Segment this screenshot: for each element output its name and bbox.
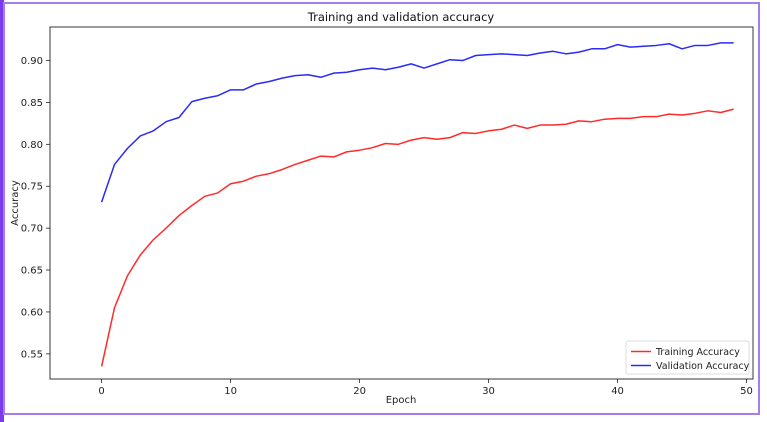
y-tick-label: 0.65 [21,266,43,277]
y-tick-label: 0.85 [21,98,43,109]
y-tick-label: 0.75 [21,182,43,193]
y-tick-label: 0.55 [21,349,43,360]
plot-area [49,26,754,380]
validation-accuracy-line [100,42,734,203]
y-tick-label: 0.60 [21,307,43,318]
x-tick-label: 0 [98,386,104,397]
chart-title: Training and validation accuracy [307,10,495,24]
y-axis-label: Accuracy [10,180,21,226]
y-tick-label: 0.90 [21,56,43,67]
x-ticks: 0 10 20 30 40 50 [98,379,753,397]
series-lines [100,42,734,367]
y-tick-label: 0.80 [21,140,43,151]
legend-label-training: Training Accuracy [655,347,740,358]
y-ticks: 0.55 0.60 0.65 0.70 0.75 0.80 0.85 0.90 [21,56,50,360]
legend-label-validation: Validation Accuracy [656,361,750,372]
x-tick-label: 30 [482,386,495,397]
x-tick-label: 40 [611,386,624,397]
legend-box [625,340,750,375]
training-accuracy-line [100,108,734,367]
x-axis-label: Epoch [386,395,417,406]
x-tick-label: 20 [353,386,366,397]
x-tick-label: 50 [740,386,753,397]
legend: Training Accuracy Validation Accuracy [625,340,750,375]
y-tick-label: 0.70 [21,224,43,235]
x-tick-label: 10 [224,386,237,397]
left-accent-bar [0,0,4,422]
